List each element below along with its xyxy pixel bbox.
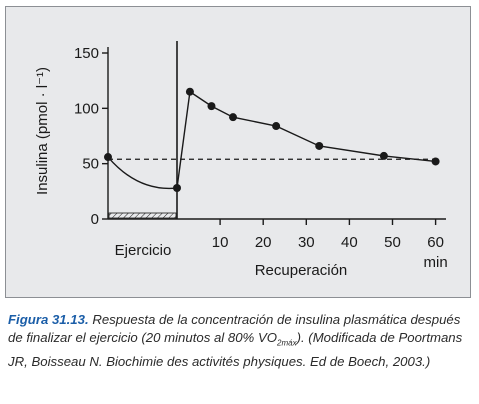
y-tick-label-0: 0 (91, 211, 99, 228)
data-point-recovery-8 (207, 102, 216, 111)
data-point-recovery-33 (315, 141, 324, 150)
x-tick-label-50: 50 (384, 234, 401, 251)
y-tick-label-150: 150 (74, 45, 99, 62)
y-tick-label-100: 100 (74, 100, 99, 117)
exercise-bar (108, 212, 177, 219)
caption-label: Figura 31.13. (8, 312, 89, 327)
caption-subscript: 2máx (277, 338, 297, 348)
data-point-recovery-13 (229, 113, 238, 122)
recovery-line (176, 90, 436, 189)
data-point-recovery-23 (272, 122, 281, 131)
x-tick-label-60: 60 (427, 234, 444, 251)
x-tick-label-20: 20 (255, 234, 272, 251)
data-point-recovery-60 (431, 157, 440, 166)
caption-text-1: Respuesta de la concentración de insulin… (8, 312, 461, 345)
exercise-label: Ejercicio (115, 242, 172, 259)
data-point-exercise-end (173, 184, 181, 193)
insulin-chart: 0 50 100 150 Insulina (pmol · l⁻¹) 10 20 30 40 50… (34, 41, 448, 279)
data-point-recovery-3 (185, 87, 194, 96)
exercise-curve (107, 156, 178, 190)
figure-caption: Figura 31.13. Respuesta de la concentrac… (8, 311, 470, 371)
y-axis-label: Insulina (pmol · l⁻¹) (34, 67, 51, 195)
y-tick-label-50: 50 (82, 156, 99, 173)
x-unit-label: min (424, 254, 448, 271)
x-axis-label: Recuperación (255, 262, 348, 279)
caption-text-2: ). (Modificada de Poortmans JR, Boisseau… (8, 330, 463, 369)
x-tick-label-40: 40 (341, 234, 358, 251)
data-point-recovery-48 (379, 151, 388, 160)
data-point-exercise-start (104, 153, 112, 162)
plot-panel: 0 50 100 150 Insulina (pmol · l⁻¹) 10 20 30 40 50… (5, 6, 471, 298)
x-tick-label-30: 30 (298, 234, 315, 251)
x-tick-label-10: 10 (212, 234, 229, 251)
